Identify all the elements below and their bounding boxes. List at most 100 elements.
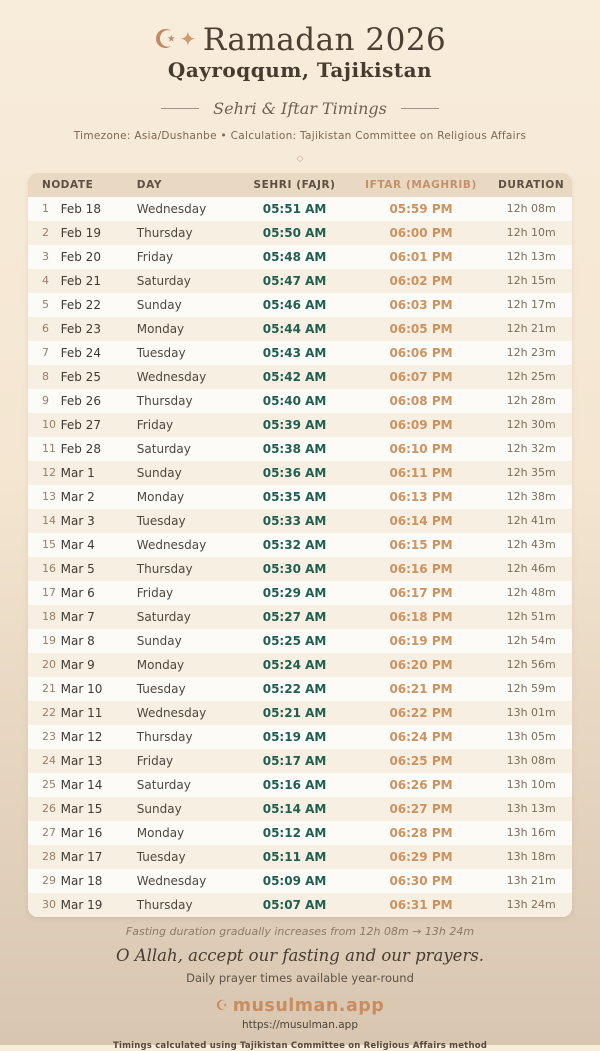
cell-sehri: 05:25 AM — [262, 633, 327, 648]
brand-link[interactable]: musulman.app — [232, 995, 385, 1016]
cell-no: 18 — [42, 610, 56, 624]
table-row: 23 Mar 12 Thursday 05:19 AM 06:24 PM 13h 05m — [28, 724, 572, 749]
cell-iftar: 06:02 PM — [389, 273, 453, 288]
cell-duration: 13h 05m — [506, 730, 556, 744]
cell-sehri: 05:42 AM — [262, 369, 327, 384]
cell-iftar: 06:22 PM — [389, 705, 453, 720]
cell-sehri: 05:29 AM — [262, 585, 327, 600]
cell-no: 12 — [42, 466, 56, 480]
cell-no: 21 — [42, 682, 56, 696]
cell-no: 7 — [42, 346, 49, 360]
cell-day: Monday — [136, 825, 185, 840]
cell-iftar: 06:05 PM — [389, 321, 453, 336]
timings-table: NO. DATE DAY SEHRI (FAJR) IFTAR (MAGHRIB) DUR… — [28, 172, 572, 917]
cell-no: 20 — [42, 658, 56, 672]
cell-no: 17 — [42, 586, 56, 600]
table-row: 13 Mar 2 Monday 05:35 AM 06:13 PM 12h 38m — [28, 484, 572, 509]
title-text: Ramadan 2026 — [202, 22, 447, 58]
cell-no: 28 — [42, 850, 56, 864]
cell-iftar: 06:03 PM — [389, 297, 453, 312]
cell-iftar: 06:27 PM — [389, 801, 453, 816]
column-header-date: DATE — [60, 178, 94, 191]
column-header-iftar: IFTAR (MAGHRIB) — [365, 178, 477, 191]
cell-iftar: 06:20 PM — [389, 657, 453, 672]
cell-iftar: 05:59 PM — [389, 201, 453, 216]
cell-iftar: 06:19 PM — [389, 633, 453, 648]
cell-iftar: 06:31 PM — [389, 897, 453, 912]
cell-day: Wednesday — [136, 369, 207, 384]
timezone-calculation-meta: Timezone: Asia/Dushanbe • Calculation: T… — [73, 129, 527, 142]
column-header-no: NO. — [42, 178, 66, 191]
cell-sehri: 05:32 AM — [262, 537, 327, 552]
cell-sehri: 05:24 AM — [262, 657, 327, 672]
cell-day: Tuesday — [136, 513, 186, 528]
cell-date: Mar 8 — [60, 633, 95, 648]
cell-duration: 12h 43m — [506, 538, 556, 552]
header-row: NO. DATE DAY SEHRI (FAJR) IFTAR (MAGHRIB) DUR… — [28, 172, 572, 197]
cell-iftar: 06:07 PM — [389, 369, 453, 384]
cell-sehri: 05:27 AM — [262, 609, 327, 624]
cell-sehri: 05:09 AM — [262, 873, 327, 888]
cell-sehri: 05:07 AM — [262, 897, 327, 912]
cell-no: 6 — [42, 322, 49, 336]
table-row: 24 Mar 13 Friday 05:17 AM 06:25 PM 13h 08m — [28, 748, 572, 773]
cell-duration: 12h 25m — [506, 370, 556, 384]
table-row: 7 Feb 24 Tuesday 05:43 AM 06:06 PM 12h 23m — [28, 340, 572, 365]
cell-iftar: 06:14 PM — [389, 513, 453, 528]
cell-no: 25 — [42, 778, 56, 792]
cell-date: Mar 14 — [60, 777, 103, 792]
cell-iftar: 06:29 PM — [389, 849, 453, 864]
cell-iftar: 06:17 PM — [389, 585, 453, 600]
cell-date: Feb 28 — [60, 441, 101, 456]
cell-duration: 12h 38m — [506, 490, 556, 504]
cell-duration: 12h 10m — [506, 226, 556, 240]
cell-duration: 12h 15m — [506, 274, 556, 288]
cell-iftar: 06:01 PM — [389, 249, 453, 264]
cell-duration: 13h 18m — [506, 850, 556, 864]
cell-no: 14 — [42, 514, 56, 528]
cell-sehri: 05:44 AM — [262, 321, 327, 336]
timings-table-head: NO. DATE DAY SEHRI (FAJR) IFTAR (MAGHRIB) DUR… — [28, 172, 572, 197]
crescent-moon-icon: ☪ — [153, 25, 178, 55]
cell-day: Monday — [136, 321, 185, 336]
cell-sehri: 05:21 AM — [262, 705, 327, 720]
divider-line-left — [161, 107, 200, 109]
page-footer: Fasting duration gradually increases fro… — [0, 925, 600, 1051]
table-row: 29 Mar 18 Wednesday 05:09 AM 06:30 PM 13h 21m — [28, 868, 572, 893]
cell-date: Feb 23 — [60, 321, 101, 336]
cell-date: Mar 4 — [60, 537, 95, 552]
cell-date: Mar 11 — [60, 705, 103, 720]
cell-day: Wednesday — [136, 705, 207, 720]
dua-text: O Allah, accept our fasting and our pray… — [115, 945, 485, 965]
table-row: 9 Feb 26 Thursday 05:40 AM 06:08 PM 12h 28m — [28, 388, 572, 413]
cell-sehri: 05:33 AM — [262, 513, 327, 528]
cell-date: Feb 21 — [60, 273, 101, 288]
cell-iftar: 06:09 PM — [389, 417, 453, 432]
table-row: 3 Feb 20 Friday 05:48 AM 06:01 PM 12h 13m — [28, 244, 572, 269]
table-row: 20 Mar 9 Monday 05:24 AM 06:20 PM 12h 56m — [28, 652, 572, 677]
cell-date: Mar 17 — [60, 849, 103, 864]
cell-day: Friday — [136, 753, 174, 768]
cell-duration: 12h 23m — [506, 346, 556, 360]
cell-day: Thursday — [136, 561, 193, 576]
cell-sehri: 05:38 AM — [262, 441, 327, 456]
cell-duration: 12h 32m — [506, 442, 556, 456]
table-row: 19 Mar 8 Sunday 05:25 AM 06:19 PM 12h 54m — [28, 628, 572, 653]
table-row: 15 Mar 4 Wednesday 05:32 AM 06:15 PM 12h 43m — [28, 532, 572, 557]
cell-day: Friday — [136, 249, 174, 264]
cell-duration: 13h 10m — [506, 778, 556, 792]
subtitle-divider: Sehri & Iftar Timings — [0, 99, 600, 118]
table-row: 8 Feb 25 Wednesday 05:42 AM 06:07 PM 12h 25m — [28, 364, 572, 389]
timings-table-body: 1 Feb 18 Wednesday 05:51 AM 05:59 PM 12h 08m 2… — [28, 196, 572, 917]
cell-sehri: 05:43 AM — [262, 345, 327, 360]
location-title: Qayroqqum, Tajikistan — [167, 57, 433, 82]
calculation-method-note: Timings calculated using Tajikistan Comm… — [112, 1040, 488, 1051]
cell-day: Sunday — [136, 633, 182, 648]
cell-date: Mar 18 — [60, 873, 103, 888]
table-row: 25 Mar 14 Saturday 05:16 AM 06:26 PM 13h 10m — [28, 772, 572, 797]
cell-sehri: 05:30 AM — [262, 561, 327, 576]
cell-sehri: 05:46 AM — [262, 297, 327, 312]
cell-date: Feb 26 — [60, 393, 101, 408]
availability-text: Daily prayer times available year-round — [186, 970, 414, 985]
cell-date: Feb 27 — [60, 417, 101, 432]
